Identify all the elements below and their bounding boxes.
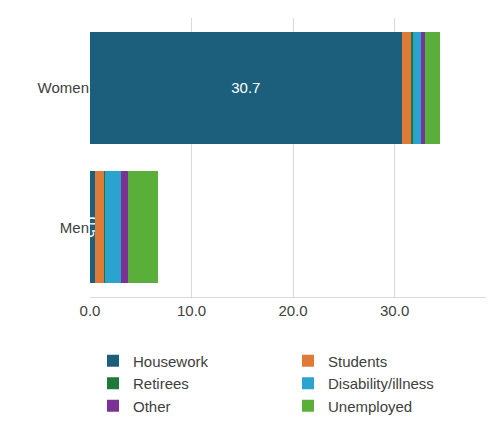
svg-text:Housework: Housework <box>133 353 209 370</box>
svg-text:0.0: 0.0 <box>80 302 101 319</box>
svg-text:0.5: 0.5 <box>84 217 101 238</box>
svg-text:Unemployed: Unemployed <box>328 398 412 415</box>
svg-text:Men: Men <box>60 219 89 236</box>
svg-text:10.0: 10.0 <box>177 302 206 319</box>
svg-text:Students: Students <box>328 353 387 370</box>
svg-text:Women: Women <box>38 79 89 96</box>
svg-text:Retirees: Retirees <box>133 375 189 392</box>
svg-text:20.0: 20.0 <box>278 302 307 319</box>
svg-text:Disability/illness: Disability/illness <box>328 375 434 392</box>
svg-text:30.0: 30.0 <box>380 302 409 319</box>
svg-text:Other: Other <box>133 398 171 415</box>
svg-text:30.7: 30.7 <box>231 79 260 96</box>
